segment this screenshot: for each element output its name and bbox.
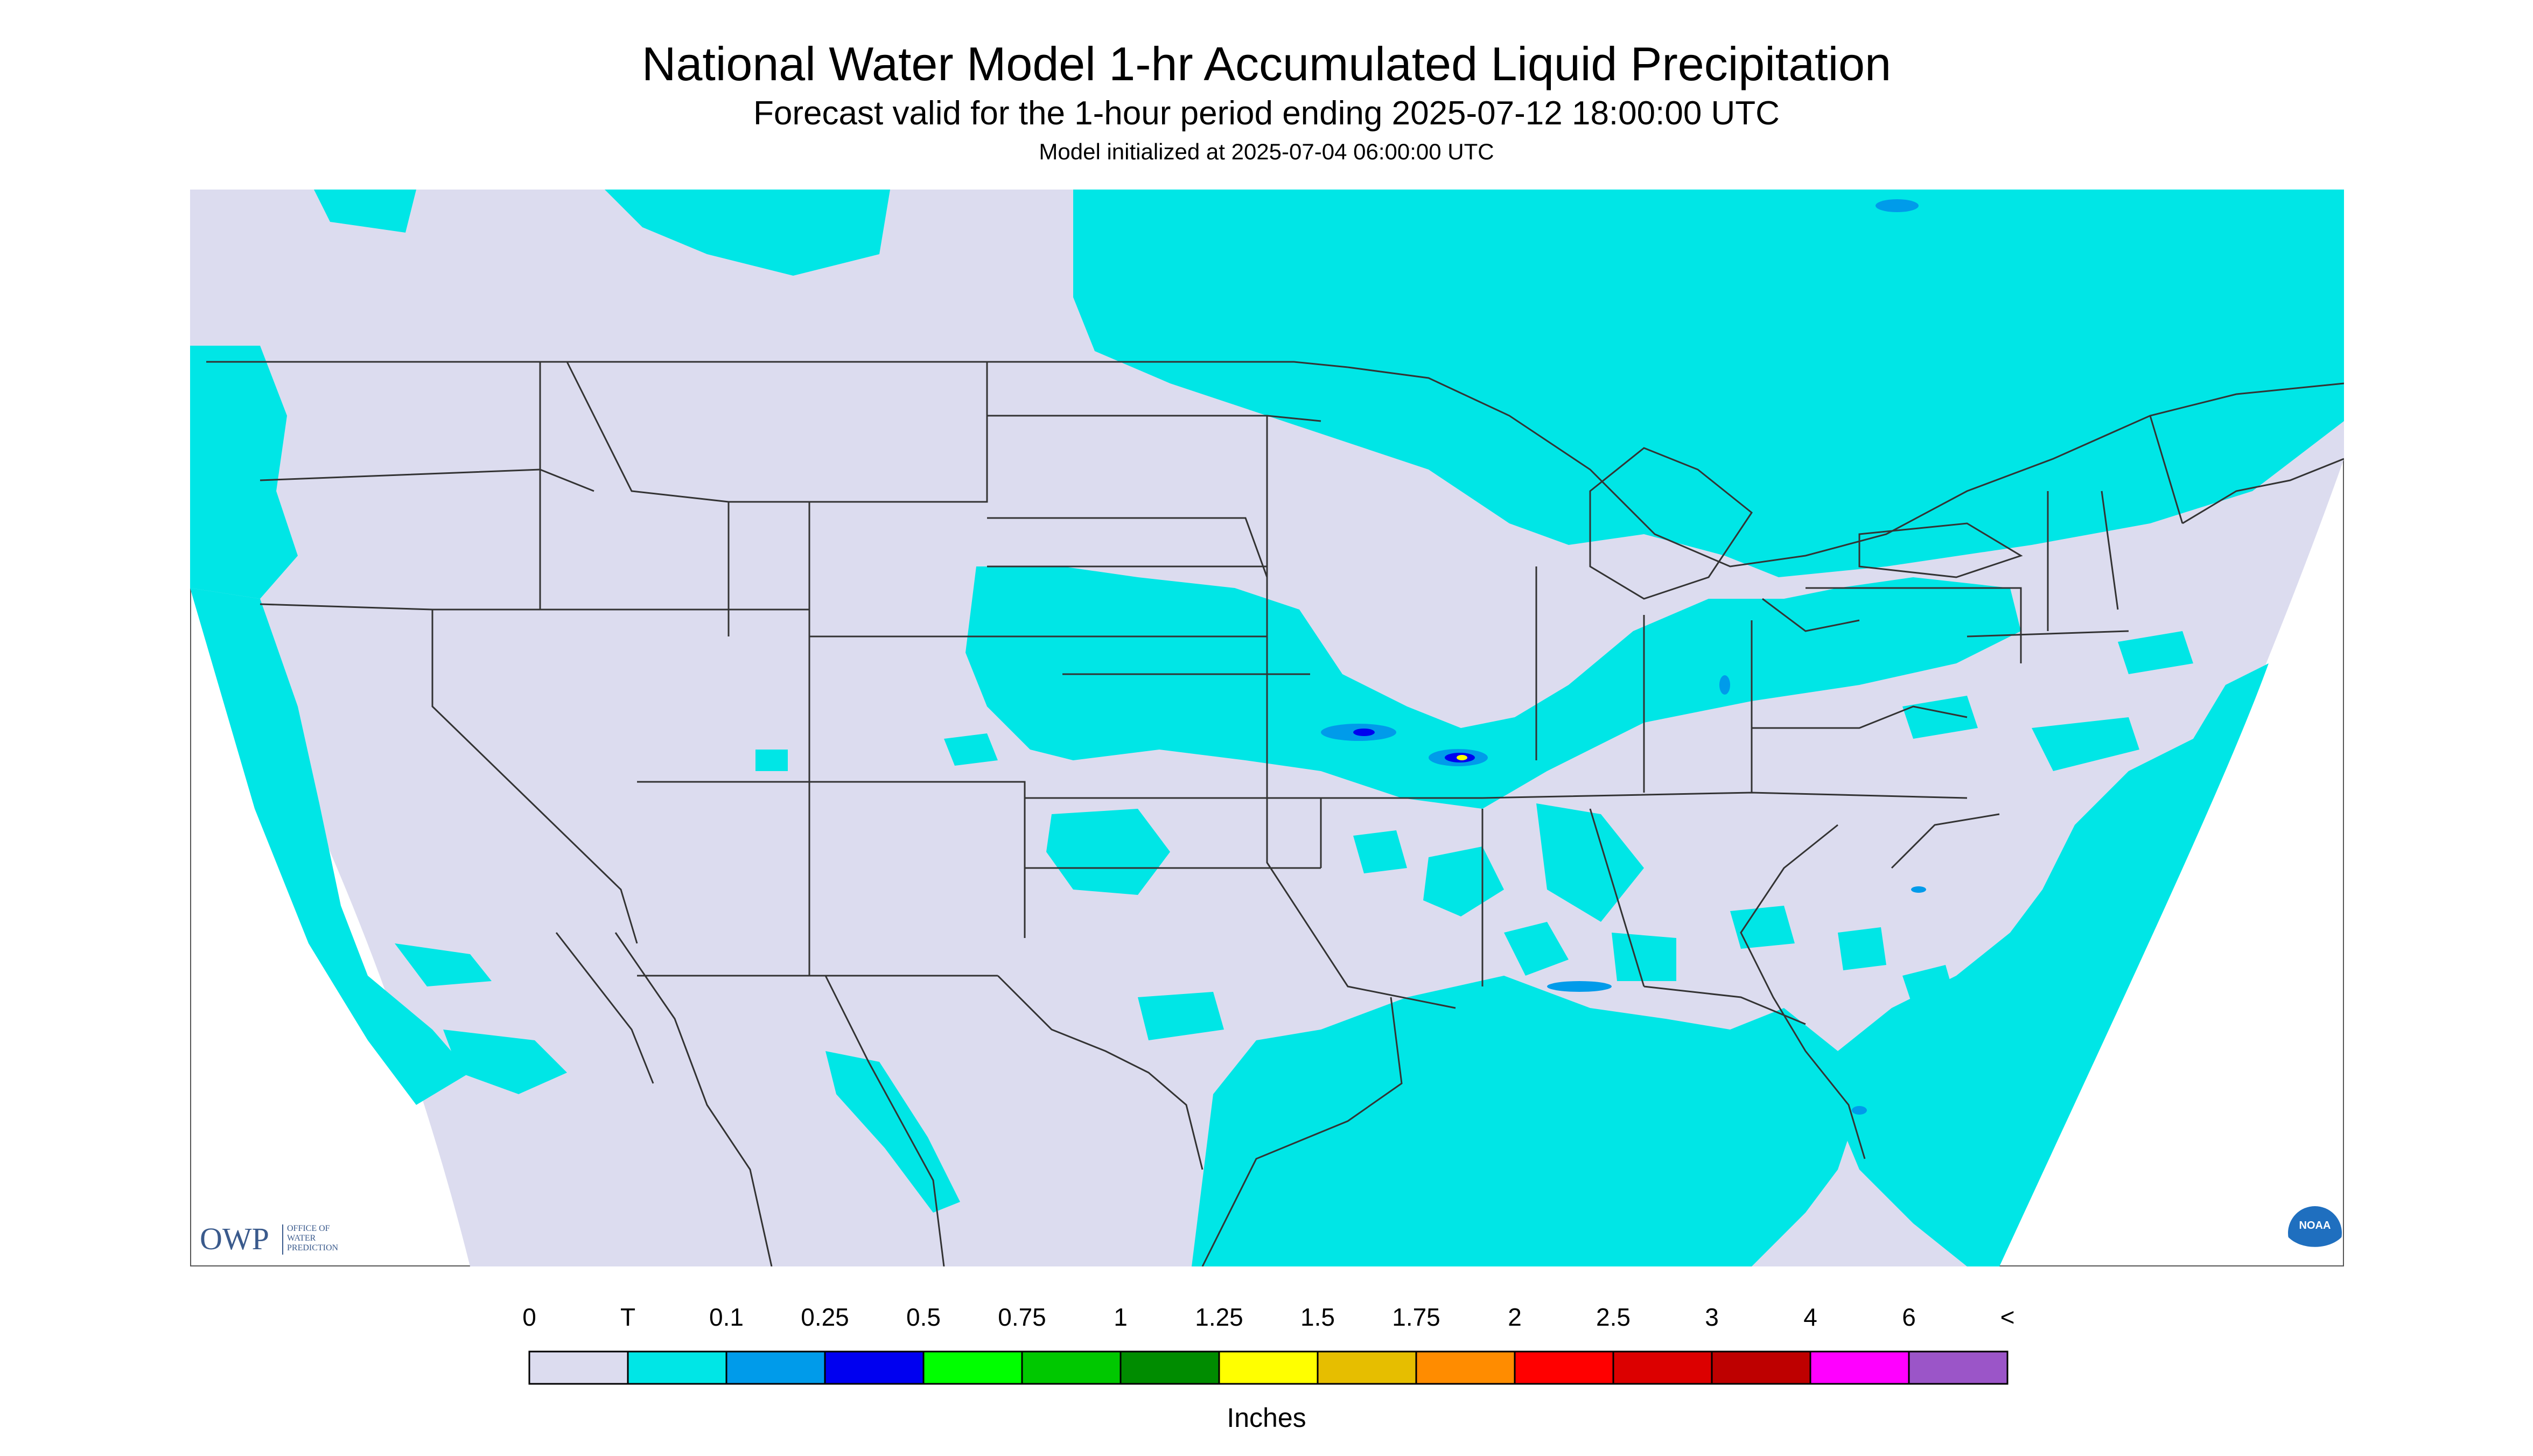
legend-swatch-13 — [1809, 1350, 1910, 1385]
legend-label-12: 3 — [1705, 1303, 1719, 1331]
map-subtitle: Forecast valid for the 1-hour period end… — [753, 95, 1780, 132]
owp-abbrev: OWP — [200, 1221, 269, 1256]
legend-swatch-4 — [922, 1350, 1023, 1385]
legend-label-1: T — [620, 1303, 635, 1331]
legend-label-3: 0.25 — [801, 1303, 849, 1331]
legend-swatch-10 — [1514, 1350, 1614, 1385]
legend-swatch-1 — [627, 1350, 727, 1385]
legend-label-13: 4 — [1803, 1303, 1817, 1331]
legend-swatch-9 — [1415, 1350, 1516, 1385]
legend-label-0: 0 — [522, 1303, 536, 1331]
legend-swatch-12 — [1711, 1350, 1811, 1385]
owp-logo: OWP OFFICE OF WATER PREDICTION — [200, 1221, 339, 1256]
heavier-precip-cells — [1321, 199, 1926, 1115]
legend-label-15: < — [2000, 1303, 2015, 1331]
map-title: National Water Model 1-hr Accumulated Li… — [641, 37, 1892, 90]
owp-line-3: PREDICTION — [287, 1243, 339, 1252]
noaa-logo: NOAA — [2288, 1206, 2342, 1261]
precipitation-map: OWP OFFICE OF WATER PREDICTION NOAA — [190, 190, 2344, 1266]
legend-label-2: 0.1 — [709, 1303, 744, 1331]
legend-label-11: 2.5 — [1596, 1303, 1631, 1331]
legend-label-10: 2 — [1508, 1303, 1522, 1331]
political-boundaries — [206, 361, 2344, 1266]
legend-swatch-11 — [1612, 1350, 1713, 1385]
legend-unit: Inches — [1227, 1403, 1306, 1433]
legend-swatch-8 — [1317, 1350, 1417, 1385]
legend-swatch-6 — [1119, 1350, 1220, 1385]
legend-label-9: 1.75 — [1392, 1303, 1440, 1331]
owp-line-2: WATER — [287, 1234, 316, 1243]
owp-line-1: OFFICE OF — [287, 1224, 330, 1233]
legend-swatch-0 — [528, 1350, 629, 1385]
precip-legend: 0 T 0.1 0.25 0.5 0.75 1 1.25 1.5 1.75 2 2.5 3 4 6 < Inch… — [522, 1303, 2015, 1433]
trace-precip-areas — [190, 190, 2344, 1266]
legend-swatch-2 — [725, 1350, 826, 1385]
legend-label-7: 1.25 — [1195, 1303, 1243, 1331]
model-init-time: Model initialized at 2025-07-04 06:00:00… — [1039, 139, 1494, 164]
legend-label-5: 0.75 — [998, 1303, 1046, 1331]
legend-swatch-14 — [1908, 1350, 2009, 1385]
legend-swatch-3 — [824, 1350, 925, 1385]
legend-label-8: 1.5 — [1300, 1303, 1335, 1331]
legend-swatch-7 — [1218, 1350, 1319, 1385]
legend-swatch-5 — [1021, 1350, 1122, 1385]
noaa-text: NOAA — [2299, 1220, 2331, 1231]
legend-label-4: 0.5 — [906, 1303, 941, 1331]
legend-label-6: 1 — [1114, 1303, 1128, 1331]
legend-label-14: 6 — [1902, 1303, 1916, 1331]
